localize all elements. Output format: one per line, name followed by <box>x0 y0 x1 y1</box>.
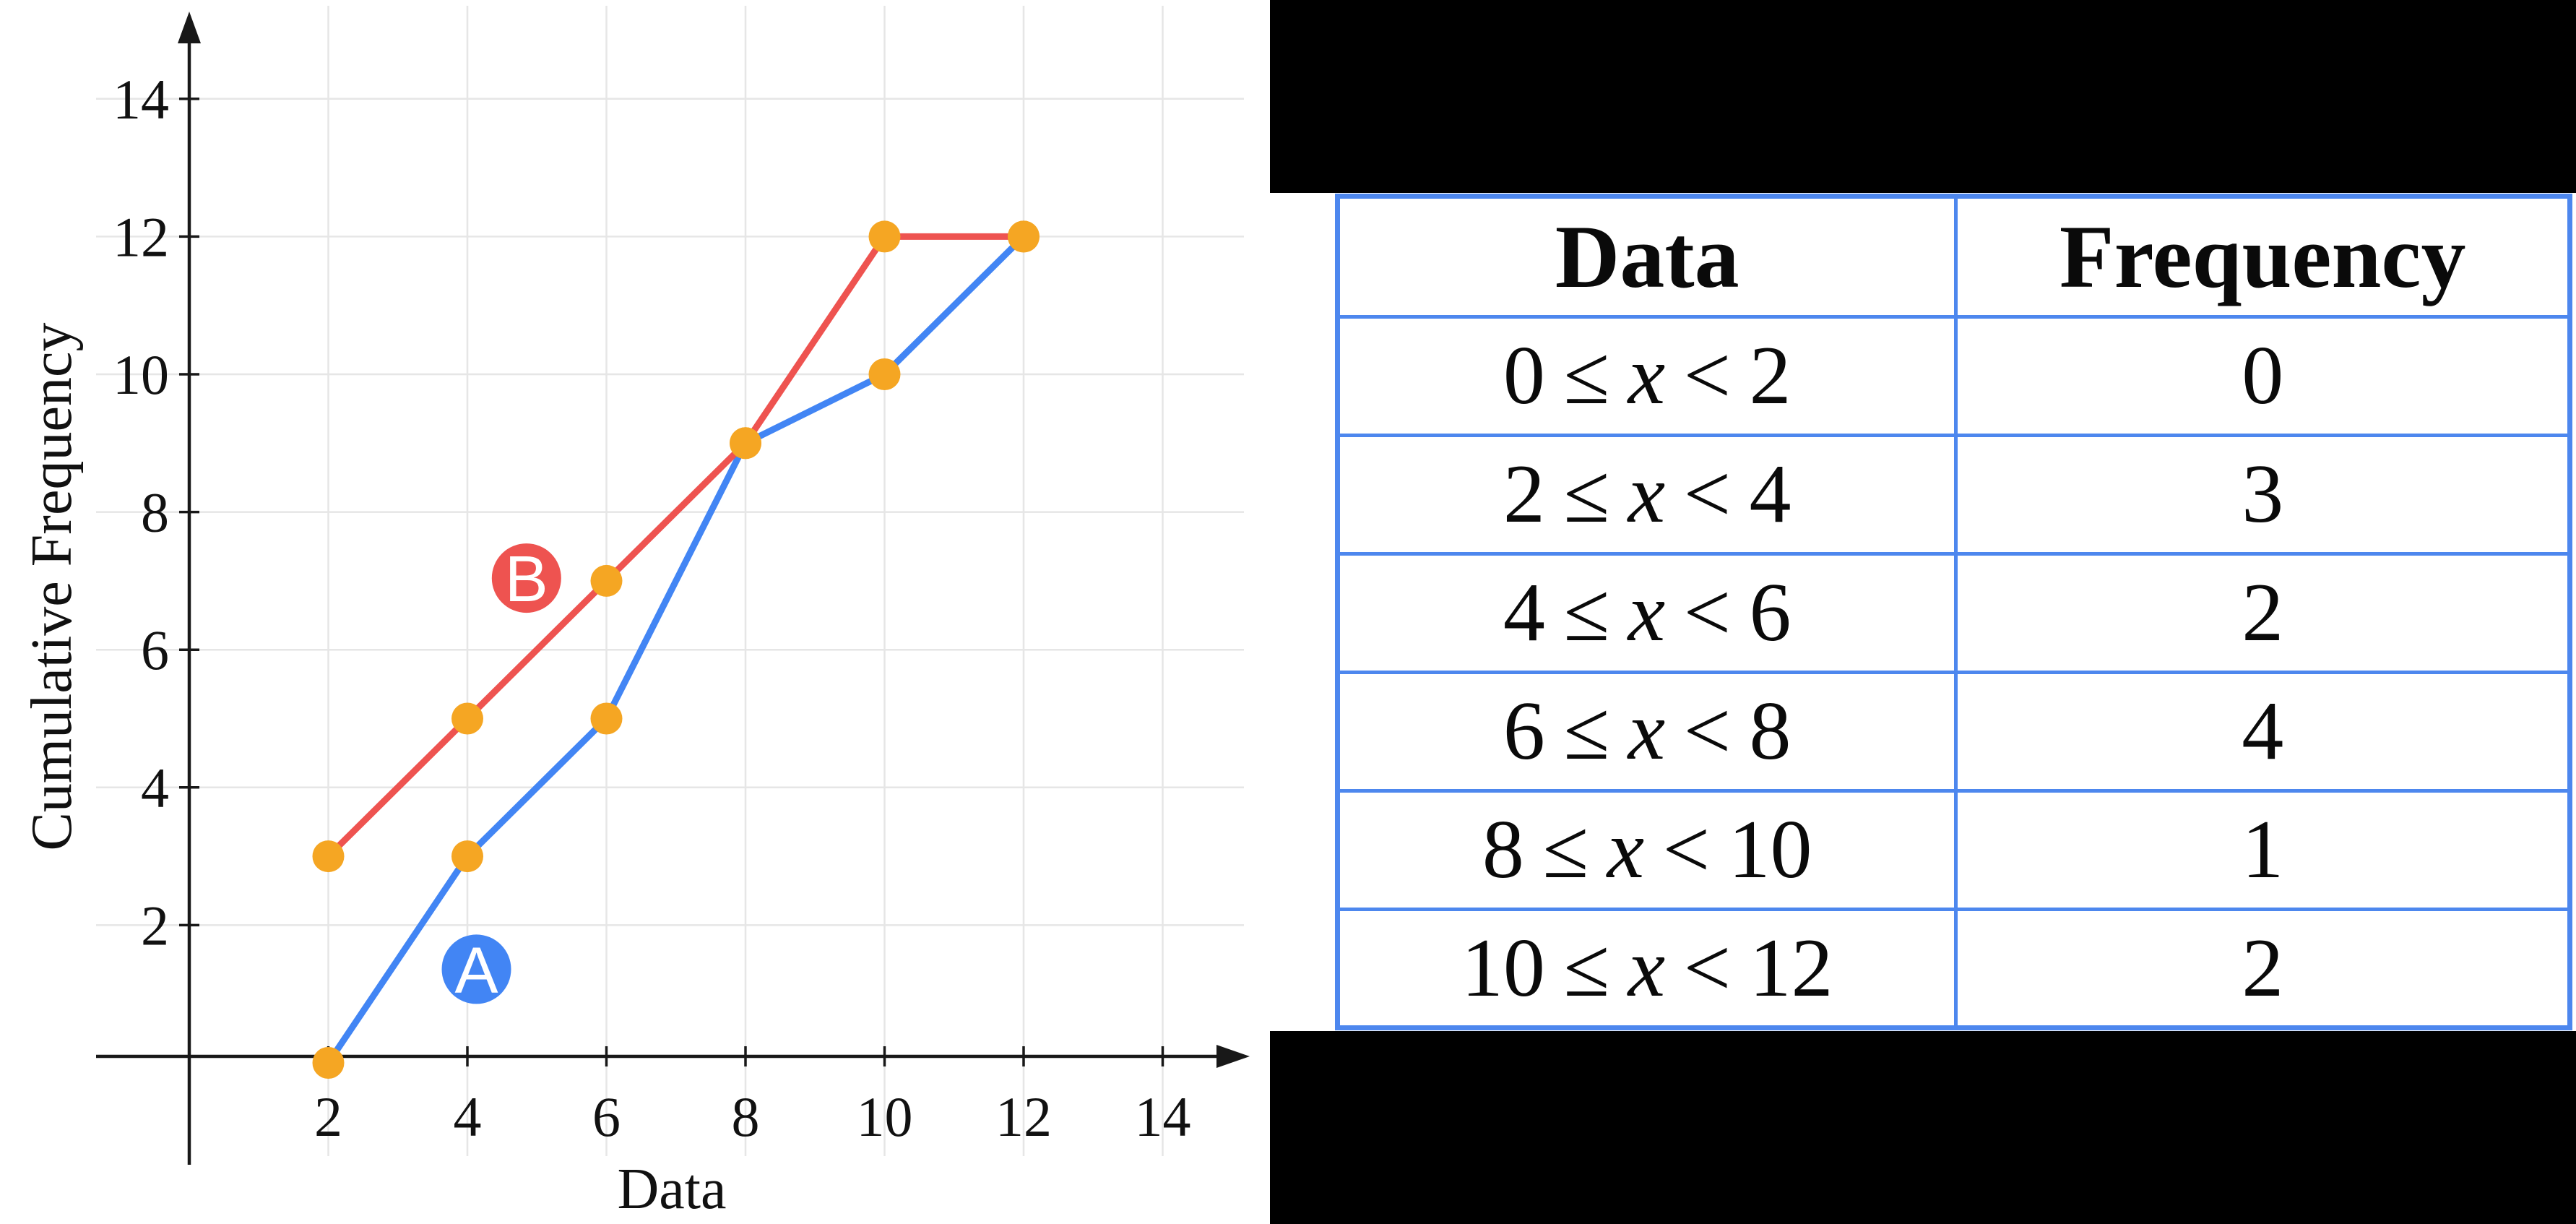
y-tick-label: 14 <box>113 68 169 131</box>
data-point <box>451 840 483 873</box>
series-badge-a <box>441 934 511 1004</box>
series-line-a <box>325 233 1027 1066</box>
lt-symbol: < <box>1683 329 1732 422</box>
data-interval-cell: 10 ≤ x <12 <box>1335 908 1958 1030</box>
interval-upper: 4 <box>1749 448 1791 540</box>
x-axis-title: Data <box>617 1158 726 1221</box>
lt-symbol: < <box>1683 921 1732 1014</box>
top-redaction-bar <box>1270 0 2576 193</box>
interval-variable: x <box>1628 566 1666 659</box>
frequency-cell: 0 <box>1954 315 2572 437</box>
interval-upper: 6 <box>1749 566 1791 659</box>
interval-lower: 8 <box>1482 803 1524 896</box>
x-tick-label: 8 <box>732 1085 760 1148</box>
series-badge-b <box>491 543 561 613</box>
y-tick-label: 6 <box>141 619 169 681</box>
x-tick-label: 12 <box>995 1085 1052 1148</box>
y-axis-title: Cumulative Frequency <box>20 323 84 851</box>
lt-symbol: < <box>1683 685 1732 777</box>
y-tick-label: 10 <box>113 343 169 406</box>
interval-lower: 10 <box>1461 921 1545 1014</box>
data-point <box>312 1047 345 1079</box>
series-badge-label: A <box>454 934 498 1007</box>
table-row: 8 ≤ x <10 1 <box>1335 789 2572 911</box>
interval-variable: x <box>1628 921 1666 1014</box>
series-line-b <box>325 233 1027 860</box>
y-axis-arrow-icon <box>178 12 201 43</box>
data-point <box>590 702 623 735</box>
interval-upper: 10 <box>1728 803 1812 896</box>
table-header-row: Data Frequency <box>1335 194 2572 319</box>
lt-symbol: < <box>1683 448 1732 540</box>
table-header-frequency: Frequency <box>1954 194 2572 319</box>
data-point <box>868 358 901 390</box>
frequency-cell: 2 <box>1954 552 2572 674</box>
series-lines-and-points <box>312 220 1040 1079</box>
interval-lower: 4 <box>1503 566 1545 659</box>
tick-marks-and-labels: 2 4 6 8 10 12 14 2 4 6 8 10 12 14 <box>113 68 1191 1148</box>
frequency-cell: 2 <box>1954 908 2572 1030</box>
table-row: 10 ≤ x <12 2 <box>1335 908 2572 1030</box>
table-row: 0 ≤ x <2 0 <box>1335 315 2572 437</box>
interval-variable: x <box>1628 448 1666 540</box>
cumulative-frequency-chart: 2 4 6 8 10 12 14 2 4 6 8 10 12 14 Data Cumulative Fre… <box>20 6 1250 1221</box>
lt-symbol: < <box>1683 566 1732 659</box>
data-interval-cell: 6 ≤ x <8 <box>1335 671 1958 793</box>
interval-upper: 8 <box>1749 685 1791 777</box>
leq-symbol: ≤ <box>1563 448 1610 540</box>
y-tick-label: 12 <box>113 205 169 268</box>
frequency-cell: 4 <box>1954 671 2572 793</box>
table-header-data: Data <box>1335 194 1958 319</box>
table-row: 6 ≤ x <8 4 <box>1335 671 2572 793</box>
interval-variable: x <box>1628 329 1666 422</box>
leq-symbol: ≤ <box>1563 921 1610 1014</box>
gridlines <box>96 6 1244 1156</box>
data-point <box>451 702 483 735</box>
leq-symbol: ≤ <box>1563 685 1610 777</box>
leq-symbol: ≤ <box>1563 329 1610 422</box>
lt-symbol: < <box>1662 803 1711 896</box>
y-tick-label: 8 <box>141 481 169 544</box>
interval-lower: 6 <box>1503 685 1545 777</box>
x-tick-label: 10 <box>857 1085 913 1148</box>
x-tick-label: 6 <box>592 1085 621 1148</box>
frequency-table: Data Frequency 0 ≤ x <2 0 2 ≤ x <4 3 4 ≤ x <6 2 6… <box>1335 194 2572 1030</box>
interval-variable: x <box>1607 803 1645 896</box>
table-row: 2 ≤ x <4 3 <box>1335 434 2572 556</box>
y-tick-label: 4 <box>141 757 169 819</box>
interval-lower: 2 <box>1503 448 1545 540</box>
bottom-redaction-bar <box>1270 1031 2576 1224</box>
data-interval-cell: 2 ≤ x <4 <box>1335 434 1958 556</box>
table-row: 4 ≤ x <6 2 <box>1335 552 2572 674</box>
x-tick-label: 4 <box>454 1085 482 1148</box>
frequency-cell: 3 <box>1954 434 2572 556</box>
leq-symbol: ≤ <box>1563 566 1610 659</box>
series-label-badges: AB <box>441 543 561 1007</box>
x-axis-arrow-icon <box>1216 1045 1250 1068</box>
interval-lower: 0 <box>1503 329 1545 422</box>
data-point <box>1008 220 1040 253</box>
interval-upper: 12 <box>1749 921 1833 1014</box>
data-point <box>868 220 901 253</box>
axes <box>96 12 1250 1165</box>
x-tick-label: 2 <box>314 1085 342 1148</box>
data-interval-cell: 4 ≤ x <6 <box>1335 552 1958 674</box>
data-interval-cell: 8 ≤ x <10 <box>1335 789 1958 911</box>
leq-symbol: ≤ <box>1542 803 1589 896</box>
interval-variable: x <box>1628 685 1666 777</box>
series-badge-label: B <box>505 543 548 616</box>
data-point <box>730 427 761 460</box>
frequency-cell: 1 <box>1954 789 2572 911</box>
data-point <box>312 840 345 873</box>
x-tick-label: 14 <box>1135 1085 1191 1148</box>
y-tick-label: 2 <box>141 894 169 957</box>
data-interval-cell: 0 ≤ x <2 <box>1335 315 1958 437</box>
interval-upper: 2 <box>1749 329 1791 422</box>
data-point <box>590 564 623 597</box>
